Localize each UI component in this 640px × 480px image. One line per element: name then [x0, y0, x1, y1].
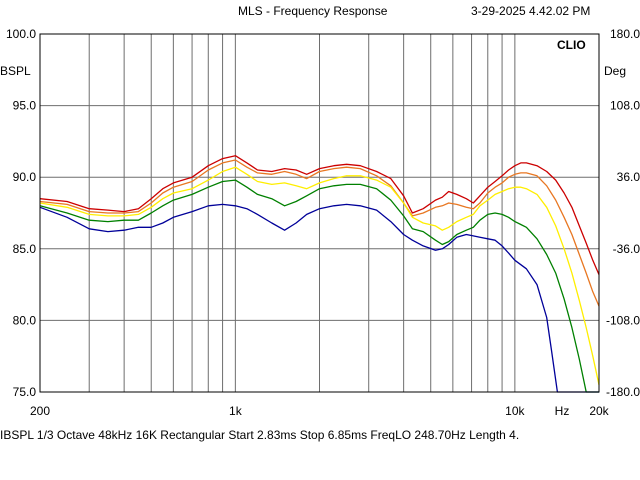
y-tick-label: 80.0	[13, 313, 37, 327]
brand-label: CLIO	[557, 38, 586, 52]
response-curve-5	[39, 203, 599, 393]
right-axis-unit: Deg	[604, 64, 627, 78]
x-tick-label: 10k	[505, 404, 525, 418]
y-tick-label: 85.0	[13, 242, 37, 256]
left-axis-ticks: 100.0 95.0 90.0 85.0 80.0 75.0	[6, 27, 36, 399]
timestamp: 3-29-2025 4.42.02 PM	[471, 4, 591, 18]
chart-title: MLS - Frequency Response	[238, 4, 388, 18]
y-tick-label: 75.0	[13, 385, 37, 399]
y-tick-label: 90.0	[13, 170, 37, 184]
response-curve-4	[39, 179, 599, 393]
x-axis-unit: Hz	[555, 404, 570, 418]
y2-tick-label: -180.0	[606, 385, 640, 399]
measurement-settings: IBSPL 1/3 Octave 48kHz 16K Rectangular S…	[0, 428, 520, 442]
x-tick-label: 20k	[589, 404, 609, 418]
y2-tick-label: -36.0	[613, 242, 640, 256]
x-tick-label: 200	[30, 404, 50, 418]
y-tick-label: 95.0	[13, 99, 37, 113]
plot-frame	[39, 33, 600, 393]
grid-lines	[40, 34, 599, 392]
response-curves	[39, 155, 600, 393]
y2-tick-label: 108.0	[610, 99, 640, 113]
x-tick-label: 1k	[229, 404, 243, 418]
y2-tick-label: 36.0	[617, 170, 640, 184]
right-axis-ticks: 180.0 108.0 36.0 -36.0 -108.0 -180.0	[606, 27, 640, 399]
response-curve-3	[39, 166, 600, 385]
y2-tick-label: 180.0	[610, 27, 640, 41]
response-curve-1	[39, 155, 600, 275]
x-axis-ticks: 200 1k 10k 20k Hz	[30, 404, 610, 418]
y-tick-label: 100.0	[6, 27, 36, 41]
y2-tick-label: -108.0	[606, 313, 640, 327]
left-axis-unit: BSPL	[0, 64, 31, 78]
